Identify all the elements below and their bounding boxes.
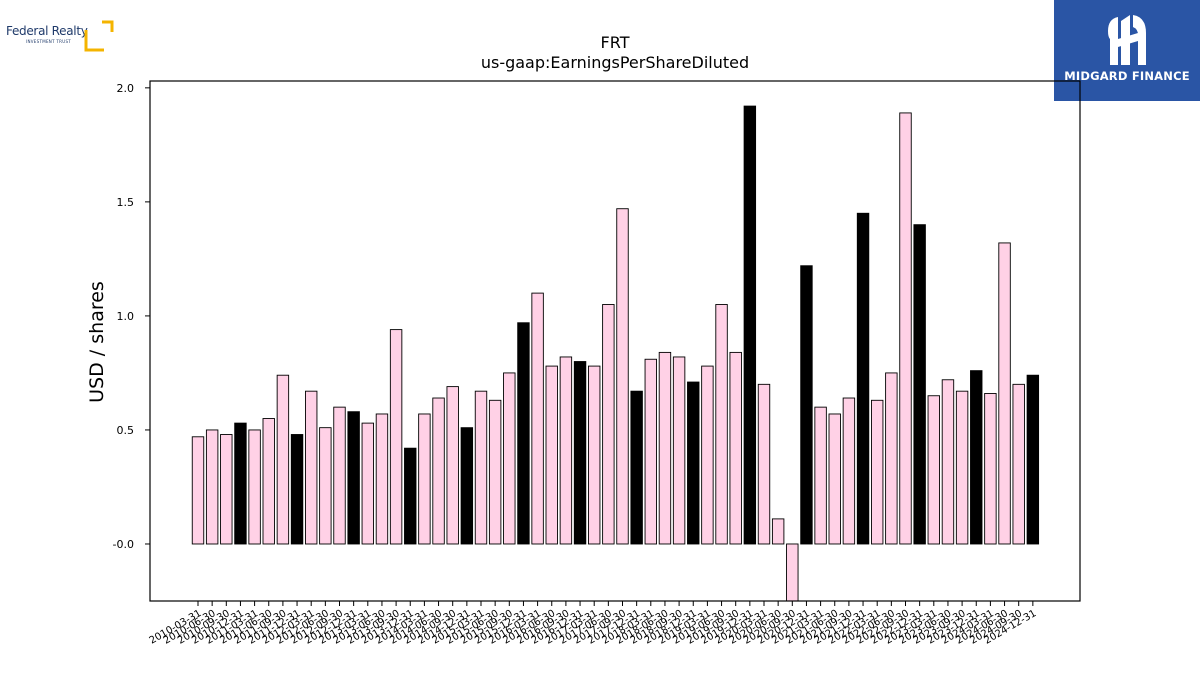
bar-2016-03-31	[531, 292, 544, 545]
bar-2024-03-31	[984, 393, 997, 545]
bar-2011-06-30	[262, 418, 275, 545]
bar-2010-09-30	[220, 434, 233, 545]
y-tick-label: 2.0	[117, 82, 135, 95]
bar-2020-03-31	[757, 383, 771, 545]
chart-subtitle: us-gaap:EarningsPerShareDiluted	[481, 53, 749, 72]
bar-2020-09-30	[786, 543, 799, 602]
bar-2019-09-30	[729, 351, 742, 545]
bar-2012-03-31	[305, 390, 318, 545]
bar-2018-03-31	[644, 358, 657, 545]
bar-2021-06-30	[828, 413, 841, 545]
bar-2019-03-31	[701, 365, 714, 545]
bars-group	[191, 105, 1040, 602]
bar-2020-12-31	[800, 265, 813, 545]
midgard-mark-icon	[1108, 15, 1146, 65]
bar-2021-09-30	[842, 397, 856, 545]
federal-realty-logo: Federal Realty INVESTMENT TRUST	[4, 16, 114, 54]
bar-2017-06-30	[602, 304, 615, 545]
bar-2022-03-31	[871, 399, 884, 545]
bar-2024-12-31	[1026, 374, 1040, 545]
bar-2016-06-30	[545, 365, 558, 545]
bar-2022-09-30	[899, 112, 912, 545]
bar-2022-06-30	[885, 372, 898, 545]
bar-2014-12-31	[460, 427, 474, 545]
bar-2015-06-30	[488, 399, 502, 545]
bar-2023-03-31	[927, 395, 940, 545]
bar-2024-06-30	[998, 242, 1011, 545]
bar-2010-12-31	[234, 422, 247, 545]
x-ticks-group: 2010-03-312010-06-302010-09-302010-12-31…	[148, 601, 1038, 647]
bar-2021-03-31	[814, 406, 827, 545]
bar-2015-03-31	[474, 390, 488, 545]
bar-2013-09-30	[389, 329, 403, 545]
bar-2015-09-30	[503, 372, 516, 545]
bar-2018-06-30	[658, 351, 672, 545]
bar-2018-09-30	[672, 356, 686, 545]
bar-2023-09-30	[955, 390, 969, 545]
bar-2013-03-31	[361, 422, 374, 545]
bar-2010-03-31	[191, 436, 205, 545]
plot-frame	[149, 80, 1081, 602]
square-bracket-icon	[84, 20, 114, 52]
bar-2012-12-31	[347, 411, 360, 545]
bar-2016-09-30	[559, 356, 573, 545]
bar-2012-09-30	[333, 406, 346, 545]
y-tick-label: 0.5	[117, 424, 135, 437]
bar-2022-12-31	[913, 224, 926, 545]
bar-2024-09-30	[1012, 383, 1025, 545]
logo-right-name: MIDGARD FINANCE	[1064, 69, 1190, 83]
bar-2011-09-30	[276, 374, 290, 545]
bar-2011-03-31	[248, 429, 261, 545]
chart-title: FRT	[601, 33, 630, 52]
bar-2021-12-31	[856, 212, 870, 545]
bar-2014-06-30	[432, 397, 445, 545]
bar-2023-06-30	[941, 379, 955, 545]
bar-2013-06-30	[375, 413, 389, 545]
bar-2023-12-31	[970, 370, 983, 545]
logo-left-sub: INVESTMENT TRUST	[26, 39, 72, 44]
bar-2015-12-31	[517, 322, 530, 545]
logo-left-name: Federal Realty	[6, 24, 88, 38]
y-axis-label: USD / shares	[86, 281, 108, 403]
y-tick-label: 1.5	[117, 196, 135, 209]
bar-2017-12-31	[630, 390, 643, 545]
bar-2016-12-31	[573, 361, 587, 545]
bar-2011-12-31	[290, 434, 304, 545]
y-tick-label: 1.0	[117, 310, 135, 323]
bar-2017-03-31	[588, 365, 601, 545]
bar-2020-06-30	[771, 518, 785, 545]
y-ticks-group: -0.0 0.5 1.0 1.5 2.0	[113, 82, 150, 551]
bar-2012-06-30	[319, 427, 332, 545]
y-tick-label: -0.0	[113, 538, 134, 551]
bar-2017-09-30	[616, 208, 629, 545]
bar-2013-12-31	[404, 447, 417, 545]
bar-2019-12-31	[743, 105, 757, 545]
bar-2014-09-30	[446, 386, 459, 545]
bar-2018-12-31	[687, 381, 700, 545]
bar-2014-03-31	[418, 413, 431, 545]
midgard-finance-logo: MIDGARD FINANCE	[1054, 0, 1200, 101]
bar-2010-06-30	[205, 429, 219, 545]
bar-2019-06-30	[715, 304, 728, 545]
